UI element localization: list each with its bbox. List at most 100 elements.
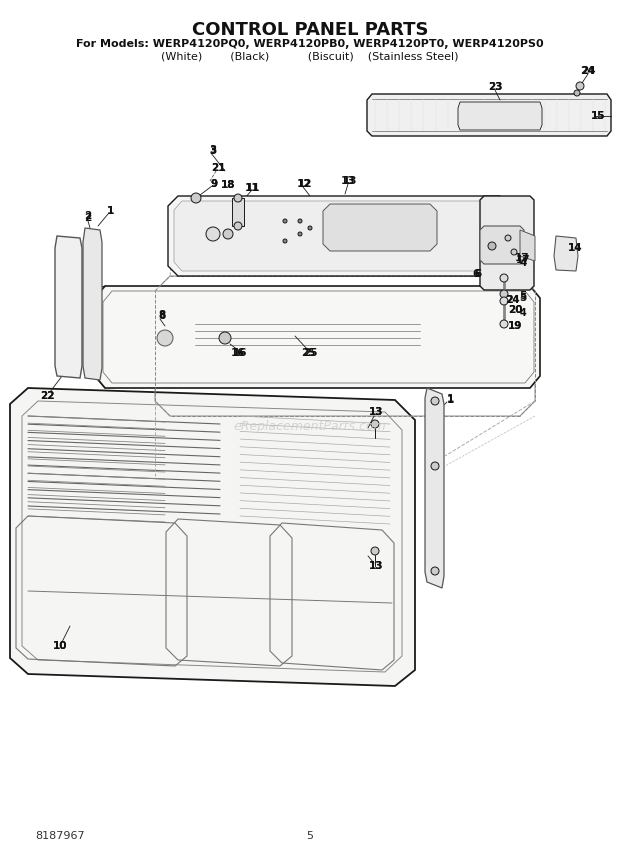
Text: 10: 10: [53, 641, 67, 651]
Polygon shape: [520, 230, 535, 261]
Text: 1: 1: [107, 206, 113, 216]
Text: 15: 15: [591, 111, 605, 121]
Text: 13: 13: [343, 176, 357, 186]
Text: 13: 13: [341, 176, 355, 186]
Text: 24: 24: [581, 66, 595, 76]
Polygon shape: [55, 236, 82, 378]
Circle shape: [234, 222, 242, 230]
Circle shape: [283, 219, 287, 223]
Circle shape: [505, 235, 511, 241]
Text: 21: 21: [211, 163, 225, 173]
Text: 5: 5: [520, 293, 526, 303]
Circle shape: [576, 82, 584, 90]
Circle shape: [500, 274, 508, 282]
Circle shape: [283, 239, 287, 243]
Circle shape: [223, 229, 233, 239]
Text: 21: 21: [211, 163, 225, 173]
Text: 14: 14: [568, 243, 582, 253]
Text: 6: 6: [472, 269, 480, 279]
Text: 11: 11: [245, 183, 259, 193]
Circle shape: [431, 397, 439, 405]
Polygon shape: [554, 236, 578, 271]
Text: 2: 2: [84, 213, 92, 223]
Circle shape: [298, 232, 302, 236]
Text: 24: 24: [507, 295, 520, 305]
Text: 4: 4: [520, 258, 526, 268]
Text: 11: 11: [246, 183, 260, 193]
Text: 12: 12: [297, 179, 311, 189]
Polygon shape: [480, 226, 524, 264]
Circle shape: [371, 420, 379, 428]
Text: eReplacementParts.com: eReplacementParts.com: [234, 419, 386, 432]
Circle shape: [206, 227, 220, 241]
Text: 20: 20: [508, 305, 522, 315]
Text: 25: 25: [301, 348, 315, 358]
Text: 24: 24: [580, 66, 595, 76]
Polygon shape: [95, 286, 540, 388]
Text: 12: 12: [298, 179, 312, 189]
Circle shape: [298, 219, 302, 223]
Circle shape: [488, 242, 496, 250]
Circle shape: [191, 193, 201, 203]
Circle shape: [500, 320, 508, 328]
Text: 10: 10: [53, 641, 67, 651]
Text: 5: 5: [520, 291, 526, 301]
Text: 9: 9: [210, 179, 218, 189]
Text: 24: 24: [505, 295, 520, 305]
Circle shape: [157, 330, 173, 346]
Text: 18: 18: [221, 180, 235, 190]
Text: 1: 1: [446, 394, 454, 404]
Text: 9: 9: [210, 179, 218, 189]
Text: 3: 3: [210, 146, 216, 156]
Text: 6: 6: [474, 269, 482, 279]
Polygon shape: [83, 228, 102, 380]
Text: 13: 13: [369, 407, 383, 417]
Circle shape: [308, 226, 312, 230]
Text: 8: 8: [158, 311, 166, 321]
Polygon shape: [323, 204, 437, 251]
Circle shape: [431, 462, 439, 470]
Text: 13: 13: [369, 561, 383, 571]
Polygon shape: [168, 196, 510, 276]
Circle shape: [234, 194, 242, 202]
Text: 13: 13: [369, 407, 383, 417]
Text: 2: 2: [84, 211, 92, 221]
Polygon shape: [367, 94, 611, 136]
Polygon shape: [480, 196, 534, 290]
Text: 3: 3: [210, 145, 216, 155]
Text: 4: 4: [520, 308, 526, 318]
Circle shape: [574, 90, 580, 96]
Text: 20: 20: [508, 305, 522, 315]
Text: 1: 1: [107, 206, 113, 216]
Polygon shape: [174, 201, 505, 271]
Polygon shape: [10, 388, 415, 686]
Text: 22: 22: [40, 391, 55, 401]
Text: 15: 15: [591, 111, 605, 121]
Text: 23: 23: [488, 82, 502, 92]
Circle shape: [371, 547, 379, 555]
Text: 25: 25: [303, 348, 317, 358]
Text: 22: 22: [40, 391, 55, 401]
Text: 19: 19: [508, 321, 522, 331]
Text: 5: 5: [306, 831, 314, 841]
Text: 18: 18: [221, 180, 235, 190]
Text: 8: 8: [158, 310, 166, 320]
Text: 16: 16: [232, 348, 247, 358]
Text: 19: 19: [508, 321, 522, 331]
Text: (White)        (Black)           (Biscuit)    (Stainless Steel): (White) (Black) (Biscuit) (Stainless Ste…: [161, 51, 459, 61]
Text: 17: 17: [515, 253, 529, 263]
Text: 8187967: 8187967: [35, 831, 84, 841]
Polygon shape: [425, 388, 444, 588]
Polygon shape: [232, 198, 244, 226]
Text: 23: 23: [488, 82, 502, 92]
Text: 14: 14: [568, 243, 582, 253]
Circle shape: [219, 332, 231, 344]
Text: CONTROL PANEL PARTS: CONTROL PANEL PARTS: [192, 21, 428, 39]
Text: 1: 1: [446, 395, 454, 405]
Text: 17: 17: [516, 255, 530, 265]
Circle shape: [431, 567, 439, 575]
Circle shape: [500, 290, 508, 298]
Text: 16: 16: [231, 348, 246, 358]
Circle shape: [500, 297, 508, 305]
Text: 13: 13: [369, 561, 383, 571]
